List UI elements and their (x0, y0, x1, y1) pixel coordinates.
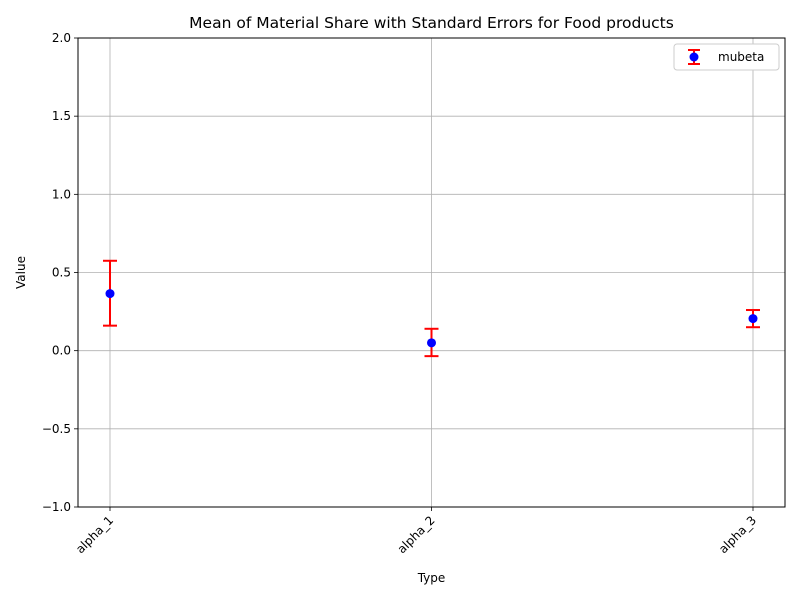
marks (103, 259, 760, 358)
legend-marker (689, 52, 699, 62)
data-point (105, 289, 115, 299)
y-axis-label: Value (14, 256, 28, 289)
data-point (427, 338, 436, 348)
legend-symbol (688, 49, 700, 65)
y-tick-label: −0.5 (42, 422, 71, 436)
legend-box (673, 43, 780, 71)
y-tick-label: 1.5 (52, 109, 71, 123)
legend-label: mubeta (718, 50, 764, 64)
y-tick-label: −1.0 (42, 500, 71, 514)
data-point (748, 314, 758, 324)
chart-title: Mean of Material Share with Standard Err… (189, 14, 674, 32)
y-tick-label: 0.0 (52, 344, 71, 358)
x-axis-label: Type (417, 571, 446, 585)
legend: mubeta (673, 43, 780, 71)
y-tick-label: 0.5 (52, 266, 71, 280)
y-tick-label: 1.0 (52, 187, 71, 201)
y-tick-label: 2.0 (52, 31, 71, 45)
